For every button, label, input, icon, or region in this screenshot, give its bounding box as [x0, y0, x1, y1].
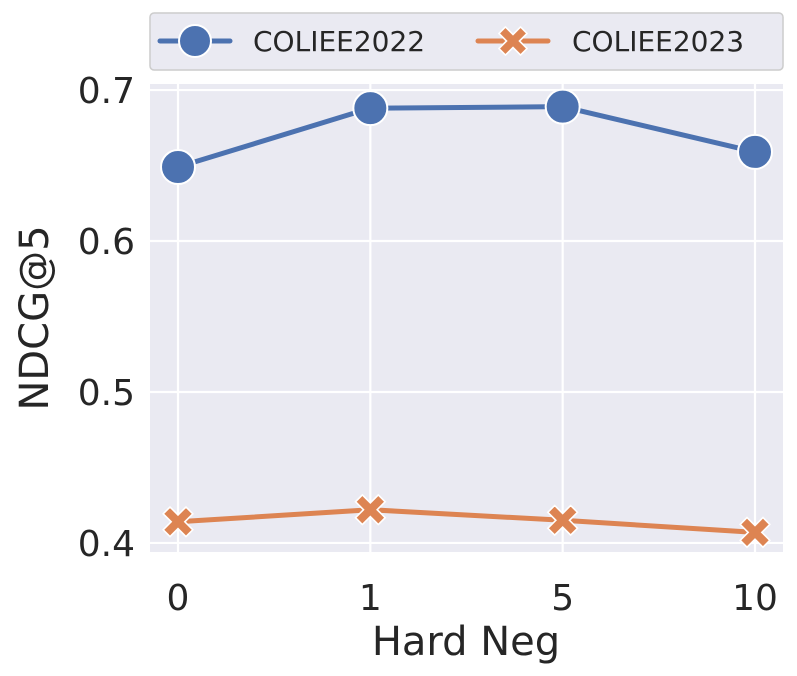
x-tick-label: 5 — [551, 578, 574, 619]
series-line — [175, 507, 758, 535]
x-tick-label: 10 — [732, 578, 778, 619]
data-point — [162, 505, 194, 538]
y-tick-label: 0.4 — [78, 524, 135, 565]
tick-labels: 0 1 5 10 0.4 0.5 0.6 0.7 — [78, 71, 778, 619]
plot-background — [150, 84, 783, 552]
y-tick-label: 0.7 — [78, 71, 135, 112]
data-point — [354, 493, 387, 526]
legend-items: COLIEE2022 COLIEE2023 — [157, 24, 744, 58]
legend-label: COLIEE2023 — [572, 25, 744, 58]
legend-frame — [149, 12, 784, 71]
y-axis-label: NDCG@5 — [12, 225, 58, 410]
x-axis-label: Hard Neg — [372, 619, 560, 665]
series-coliee2023 — [162, 493, 771, 549]
data-point — [546, 504, 579, 537]
x-tick-label: 1 — [359, 578, 382, 619]
legend-marker — [178, 24, 212, 58]
data-point — [739, 516, 771, 549]
y-tick-label: 0.6 — [78, 222, 135, 263]
series-coliee2022 — [160, 88, 773, 186]
legend-marker — [497, 25, 529, 57]
legend: COLIEE2022 COLIEE2023 — [149, 12, 784, 71]
series-layer — [160, 88, 773, 549]
data-point — [160, 149, 196, 186]
legend-label: COLIEE2022 — [253, 25, 425, 58]
y-tick-label: 0.5 — [78, 373, 135, 414]
series-line — [175, 104, 758, 170]
data-point — [544, 88, 581, 125]
legend-item-coliee2022: COLIEE2022 — [157, 24, 425, 58]
legend-item-coliee2023: COLIEE2023 — [475, 25, 744, 58]
data-point — [352, 90, 389, 127]
data-point — [737, 133, 773, 170]
x-tick-label: 0 — [167, 578, 190, 619]
